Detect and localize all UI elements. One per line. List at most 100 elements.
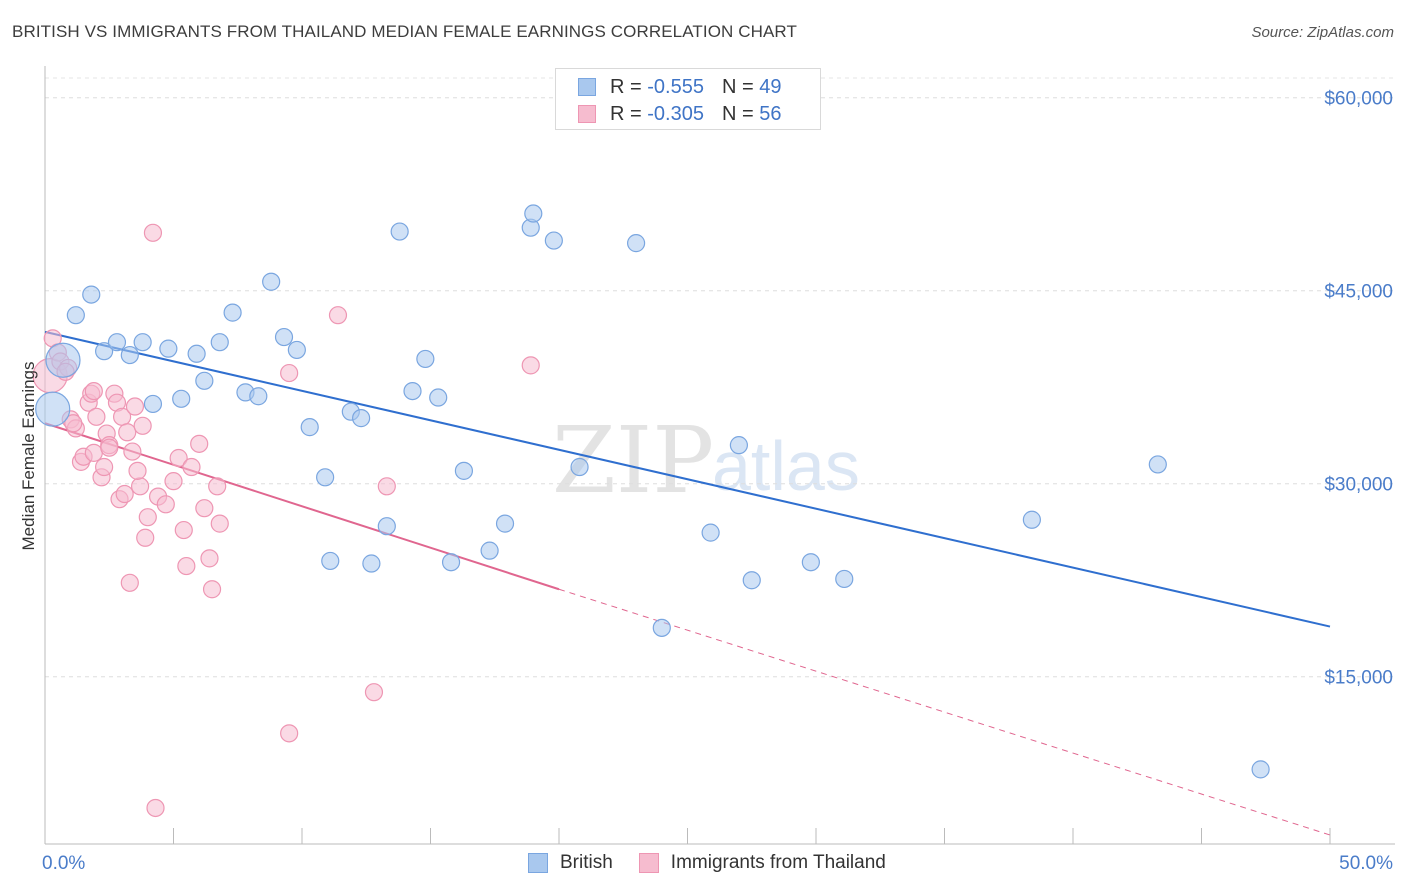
thailand-point	[328, 306, 348, 325]
british-point	[95, 342, 114, 361]
r-value: -0.305	[647, 102, 704, 125]
thailand-point	[174, 520, 193, 540]
british-point	[362, 554, 381, 573]
british-point	[441, 553, 461, 572]
british-point	[429, 388, 448, 407]
british-point	[172, 389, 191, 408]
x-tick-labels: 0.0% 50.0%	[42, 853, 1393, 874]
y-tick-label: $15,000	[1324, 668, 1393, 689]
x-tick-label: 50.0%	[1339, 853, 1393, 874]
legend-item-thailand[interactable]: Immigrants from Thailand	[638, 852, 886, 874]
british-point	[35, 391, 71, 427]
r-value: -0.555	[647, 75, 704, 98]
british-point	[82, 285, 101, 304]
british-point	[377, 517, 396, 536]
series-legend: British Immigrants from Thailand	[528, 852, 912, 874]
british-point	[480, 541, 499, 560]
stats-legend: R = -0.555 N = 49 R = -0.305 N = 56	[555, 68, 821, 130]
british-point	[210, 333, 229, 352]
n-value: 56	[759, 102, 782, 125]
thailand-point	[177, 556, 196, 576]
british-point	[454, 461, 474, 480]
stats-legend-row-thailand: R = -0.305 N = 56	[578, 102, 781, 126]
thailand-point	[120, 573, 139, 592]
british-point	[1251, 760, 1270, 779]
british-point	[187, 344, 206, 363]
r-label: R =	[610, 102, 642, 125]
thailand-point	[164, 472, 183, 491]
british-point	[524, 204, 543, 223]
british-point	[159, 339, 178, 358]
thailand-point	[123, 442, 142, 461]
thailand-point	[190, 434, 209, 453]
british-point	[416, 349, 435, 369]
thailand-point	[136, 528, 155, 547]
british-swatch	[578, 78, 596, 96]
thailand-point	[521, 356, 540, 375]
source-credit: Source: ZipAtlas.com	[1251, 24, 1394, 41]
thailand-trend-extension	[558, 588, 1331, 836]
thailand-point	[280, 724, 299, 743]
british-point	[1148, 455, 1167, 474]
legend-label: British	[560, 852, 613, 873]
thailand-point	[115, 484, 134, 504]
british-swatch	[528, 853, 548, 873]
thailand-point	[182, 457, 201, 477]
thailand-point	[280, 363, 299, 383]
british-point	[403, 381, 422, 401]
british-point	[274, 327, 294, 347]
british-point	[195, 371, 214, 390]
data-points	[32, 204, 1270, 818]
thailand-point	[143, 223, 163, 242]
british-point	[544, 231, 563, 250]
n-value: 49	[759, 75, 782, 98]
british-point	[801, 553, 820, 572]
thailand-point	[84, 443, 103, 462]
british-point	[1022, 510, 1041, 529]
thailand-point	[169, 448, 188, 468]
thailand-point	[202, 580, 222, 599]
british-point	[390, 222, 409, 241]
thailand-point	[146, 798, 165, 818]
thailand-point	[118, 423, 137, 442]
n-label: N =	[721, 75, 754, 98]
axes	[44, 66, 1395, 845]
british-point	[321, 551, 340, 571]
thailand-point	[208, 477, 227, 496]
y-tick-label: $60,000	[1324, 89, 1393, 110]
british-point	[652, 618, 671, 637]
thailand-point	[138, 508, 157, 527]
legend-label: Immigrants from Thailand	[670, 852, 886, 873]
legend-item-british[interactable]: British	[528, 852, 613, 874]
british-point	[742, 571, 761, 590]
british-point	[701, 523, 720, 542]
thailand-point	[95, 457, 114, 477]
thailand-point	[125, 397, 145, 416]
british-point	[300, 418, 319, 437]
british-point	[729, 436, 749, 455]
british-point	[66, 306, 85, 325]
thailand-point	[84, 381, 103, 401]
y-tick-label: $30,000	[1324, 475, 1393, 496]
y-tick-labels: $15,000 $30,000 $45,000 $60,000	[1324, 89, 1393, 689]
british-point	[45, 342, 81, 378]
thailand-point	[130, 477, 150, 496]
thailand-point	[64, 414, 83, 433]
british-point	[249, 387, 268, 406]
y-axis-label: Median Female Earnings	[19, 362, 38, 551]
thailand-point	[364, 683, 384, 702]
british-point	[133, 333, 152, 352]
british-point	[262, 272, 281, 291]
british-point	[316, 468, 335, 487]
stats-legend-row-british: R = -0.555 N = 49	[578, 75, 781, 99]
thailand-point	[377, 477, 396, 496]
thailand-point	[200, 549, 219, 568]
thailand-point	[128, 461, 147, 480]
british-point	[352, 409, 371, 428]
thailand-swatch	[578, 105, 596, 123]
thailand-point	[100, 438, 119, 457]
thailand-point	[133, 416, 152, 435]
y-tick-label: $45,000	[1324, 282, 1393, 303]
r-label: R =	[610, 75, 642, 98]
